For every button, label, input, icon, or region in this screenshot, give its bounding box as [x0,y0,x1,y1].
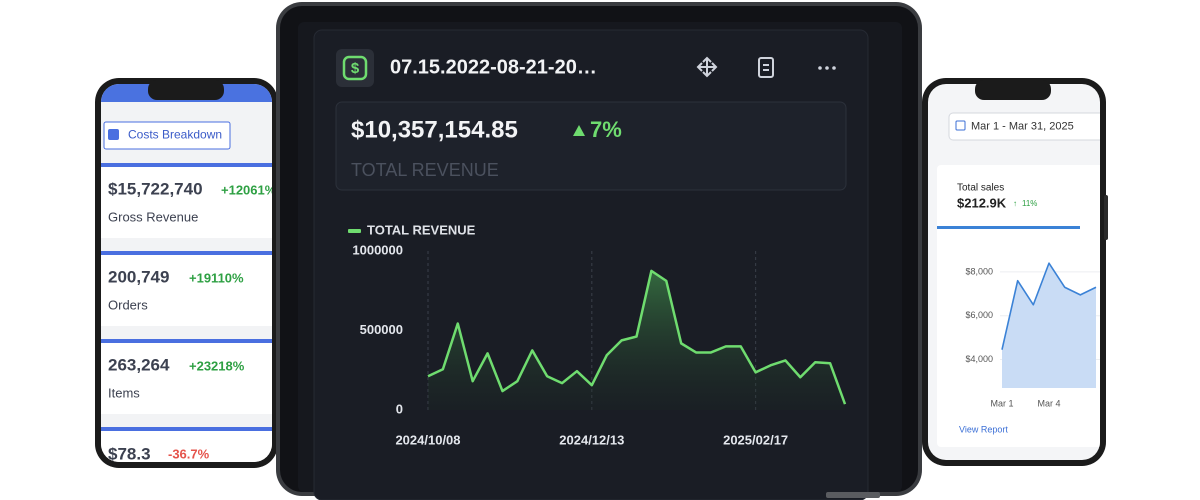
more-icon[interactable] [818,66,836,70]
card-change: +19110% [189,270,244,285]
total: $10,357,154.85 [351,116,518,143]
change: 7% [590,117,622,142]
area [1002,263,1096,388]
card-label: Gross Revenue [108,209,198,224]
dollar-icon [342,55,368,81]
card-value: $78.3 [108,444,151,463]
date-range: Mar 1 - Mar 31, 2025 [971,120,1074,132]
card-label: Orders [108,297,148,312]
card-change: +23218% [189,358,245,373]
card-label: Items [108,385,140,400]
card-value: $15,722,740 [108,179,203,198]
card-title: Total sales [957,183,1004,194]
x-tick-label: Mar 4 [1037,398,1060,408]
notch [148,80,224,100]
area [428,270,845,410]
y-tick-label: $4,000 [965,354,993,364]
calendar-icon [955,120,966,131]
stat-box [335,101,847,191]
legend-label: TOTAL REVENUE [367,222,476,237]
tablet: $ 07.15.2022-08-21-20… $10,357,154.85 7%… [276,2,922,500]
x-tick-label: 2024/12/13 [559,432,624,447]
card-change: 11% [1022,199,1037,208]
y-tick-label: $8,000 [965,266,993,276]
dollar-sign: $ [351,60,360,77]
view-report[interactable]: View Report [959,424,1008,434]
tablet-title: 07.15.2022-08-21-20… [390,56,597,78]
x-tick-label: 2024/10/08 [395,432,460,447]
line [427,269,847,405]
card-change: -36.7% [168,446,210,461]
cards [101,163,272,462]
left-phone: Costs Breakdown $15,722,740 +12061% Gros… [95,78,278,468]
line [1001,262,1097,350]
side-button [1104,195,1108,240]
date-picker[interactable] [948,112,1109,141]
y-tick-label: 0 [396,401,403,416]
total-label: TOTAL REVENUE [351,160,499,180]
port [826,492,880,498]
card-change: +12061% [221,182,277,197]
up-triangle [573,125,585,136]
right-phone: Mar 1 - Mar 31, 2025 Total sales $212.9K… [922,78,1109,466]
button[interactable] [103,121,231,150]
y-tick-label: 1000000 [352,242,403,257]
x-tick-label: 2025/02/17 [723,432,788,447]
card-value: 263,264 [108,355,170,374]
card-total: $212.9K [957,195,1007,210]
up-arrow: ↑ [1013,199,1017,208]
panel [313,29,869,500]
y-tick-label: $6,000 [965,310,993,320]
button-label: Costs Breakdown [128,128,222,142]
legend-swatch [348,229,361,233]
x-tick-label: Mar 1 [990,398,1013,408]
move-icon[interactable] [696,56,718,78]
y-tick-label: 500000 [360,322,403,337]
checkbox[interactable] [108,129,119,140]
tab-underline [937,226,1080,229]
notch [975,80,1051,100]
doc-icon[interactable] [758,57,774,78]
card-value: 200,749 [108,267,169,286]
